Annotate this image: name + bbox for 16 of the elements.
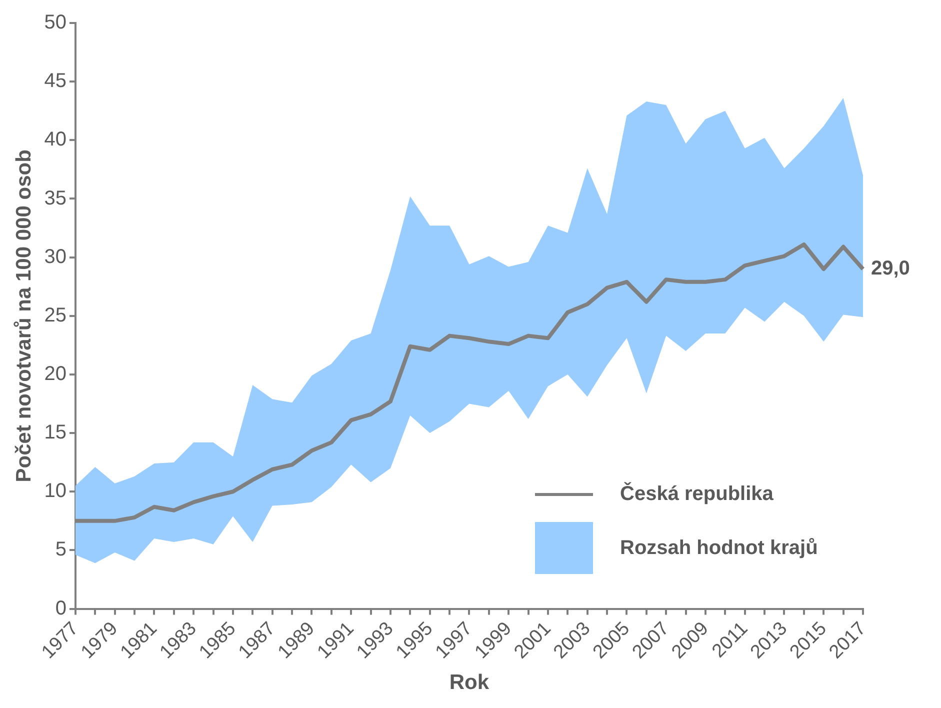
y-tick-label: 10 [44, 480, 66, 502]
y-tick-label: 0 [55, 597, 66, 620]
y-tick-label: 40 [44, 128, 66, 151]
y-tick-label: 35 [44, 187, 66, 210]
y-tick-label: 25 [44, 304, 66, 326]
y-tick-label: 45 [44, 70, 66, 92]
y-tick-label: 20 [44, 362, 66, 385]
annotation: Rozsah hodnot krajů [620, 536, 818, 560]
y-tick-label: 30 [44, 246, 66, 268]
y-tick-label: 50 [44, 12, 66, 34]
y-tick-label: 5 [55, 538, 66, 561]
y-tick-label: 15 [44, 422, 66, 444]
data-label: 29,0 [871, 258, 910, 280]
legend-label: Česká republika [620, 482, 774, 506]
y-axis-title: Počet novotvarů na 100 000 osob [12, 150, 36, 482]
x-axis-title: Rok [449, 671, 490, 694]
